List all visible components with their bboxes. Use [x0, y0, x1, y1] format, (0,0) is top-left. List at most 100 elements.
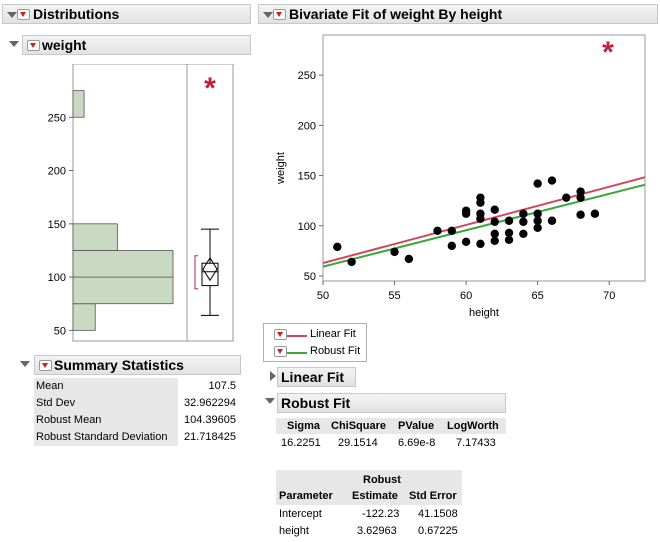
linear-fit-swatch	[287, 335, 307, 337]
asterisk-marker: *	[204, 72, 216, 105]
hist-tick-label-2: 150	[48, 219, 66, 231]
robust-fit-header[interactable]: Robust Fit	[277, 393, 506, 413]
pvalue-value: 6.69e-8	[398, 437, 436, 449]
linear-fit-title: Linear Fit	[281, 369, 345, 385]
red-triangle-menu-icon[interactable]	[39, 360, 52, 371]
hist-tick-label-4: 50	[54, 325, 66, 337]
sigma-value: 16.2251	[281, 437, 321, 449]
data-point-16	[490, 229, 499, 239]
disclosure-triangle-icon[interactable]	[7, 12, 17, 18]
hist-tick-label-3: 100	[48, 272, 66, 284]
bivariate-plot[interactable]: 50 55 60 65 70 50 100 150 200 250 height weight *	[262, 30, 660, 320]
col-header-sigma: Sigma	[287, 420, 321, 432]
red-triangle-menu-icon[interactable]	[274, 329, 287, 340]
robust-fit-parameter-table: Robust Parameter Estimate Std Error Inte…	[276, 470, 462, 540]
chisquare-value: 29.1514	[338, 437, 378, 449]
hist-bar-0	[72, 303, 96, 331]
red-triangle-menu-icon[interactable]	[27, 40, 40, 51]
red-triangle-menu-icon[interactable]	[273, 9, 286, 20]
stat-value-std-dev: 32.962294	[184, 397, 236, 409]
summary-statistics-title: Summary Statistics	[54, 357, 184, 373]
y-axis-label: weight	[275, 152, 287, 185]
param-intercept-name: Intercept	[279, 508, 322, 520]
data-point-15	[490, 236, 499, 246]
x-tick-label-1: 55	[388, 290, 400, 302]
stat-label-std-dev: Std Dev	[34, 395, 178, 412]
box-mean-diamond	[202, 256, 218, 282]
linear-fit-header[interactable]: Linear Fit	[277, 367, 356, 387]
collapsed-disclosure-icon[interactable]	[270, 371, 276, 381]
col-header-logworth: LogWorth	[447, 420, 499, 432]
param-header-row	[276, 470, 462, 505]
data-point-2	[390, 247, 399, 257]
stat-value-mean: 107.5	[208, 380, 236, 392]
stat-label-robust-mean: Robust Mean	[34, 412, 178, 429]
robust-fit-title: Robust Fit	[281, 395, 351, 411]
data-point-10	[476, 239, 485, 249]
data-point-29	[547, 216, 557, 225]
disclosure-triangle-icon[interactable]	[20, 361, 30, 367]
col-header-chisquare: ChiSquare	[331, 420, 387, 432]
histogram-svg: 250 200 150 100 50 *	[48, 63, 234, 342]
disclosure-triangle-icon[interactable]	[263, 12, 273, 18]
y-tick-label-3: 200	[298, 120, 316, 132]
weight-title: weight	[42, 37, 87, 53]
data-point-12	[476, 209, 485, 218]
bivariate-header[interactable]: Bivariate Fit of weight By height	[258, 4, 658, 24]
stat-value-robust-mean: 104.39605	[184, 414, 236, 426]
red-triangle-menu-icon[interactable]	[17, 9, 30, 20]
param-height-estimate: 3.62963	[357, 525, 397, 537]
param-intercept-estimate: -122.23	[362, 508, 400, 520]
data-point-6	[447, 226, 456, 235]
stat-label-robust-std-dev: Robust Standard Deviation	[34, 429, 178, 446]
disclosure-triangle-icon[interactable]	[9, 41, 19, 47]
fit-legend: Linear Fit Robust Fit	[263, 323, 367, 362]
bivariate-title: Bivariate Fit of weight By height	[289, 6, 503, 22]
col-header-robust: Robust	[363, 474, 401, 486]
data-point-3	[404, 254, 414, 264]
summary-statistics-header[interactable]: Summary Statistics	[34, 355, 241, 375]
y-tick-label-2: 150	[298, 171, 316, 183]
data-point-27	[533, 209, 542, 218]
asterisk-marker: *	[602, 36, 614, 69]
hist-tick-label-0: 250	[48, 112, 66, 124]
hist-bar-2	[72, 250, 174, 278]
fit-line-robust-fit	[323, 183, 645, 268]
param-height-name: height	[279, 525, 309, 537]
summary-statistics-table: Mean 107.5 Std Dev 32.962294 Robust Mean…	[34, 378, 238, 448]
disclosure-triangle-icon[interactable]	[265, 398, 275, 404]
data-point-21	[504, 216, 514, 225]
hist-tick-label-1: 200	[48, 166, 66, 178]
robust-bracket	[194, 255, 198, 290]
data-point-32	[576, 210, 585, 219]
distributions-header[interactable]: Distributions	[2, 4, 251, 24]
hist-bar-3	[72, 223, 118, 251]
robust-fit-summary-table: Sigma ChiSquare PValue LogWorth 16.2251 …	[276, 416, 506, 452]
data-point-35	[590, 209, 600, 218]
data-point-34	[576, 187, 585, 196]
data-point-9	[461, 206, 471, 215]
summary-header-row	[276, 418, 506, 434]
logworth-value: 7.17433	[456, 437, 496, 449]
x-tick-label-0: 50	[317, 290, 329, 302]
data-point-31	[562, 193, 571, 202]
data-point-24	[519, 209, 528, 218]
weight-histogram-plot[interactable]: 250 200 150 100 50 *	[38, 63, 234, 342]
red-triangle-menu-icon[interactable]	[274, 346, 287, 357]
col-header-parameter: Parameter	[279, 490, 333, 502]
param-intercept-std-error: 41.1508	[418, 508, 458, 520]
data-point-17	[490, 217, 499, 226]
data-point-28	[533, 179, 542, 188]
x-tick-label-4: 70	[603, 290, 615, 302]
x-axis-label: height	[469, 307, 499, 319]
legend-linear-fit-label: Linear Fit	[310, 328, 356, 340]
legend-robust-fit-label: Robust Fit	[310, 345, 361, 357]
x-tick-label-2: 60	[460, 290, 472, 302]
data-point-5	[447, 241, 456, 251]
weight-header[interactable]: weight	[9, 35, 251, 55]
data-point-18	[490, 205, 499, 214]
hist-bar-1	[72, 276, 174, 305]
data-point-7	[461, 237, 471, 247]
stat-value-robust-std-dev: 21.718425	[184, 431, 236, 443]
box-iqr	[201, 262, 219, 287]
